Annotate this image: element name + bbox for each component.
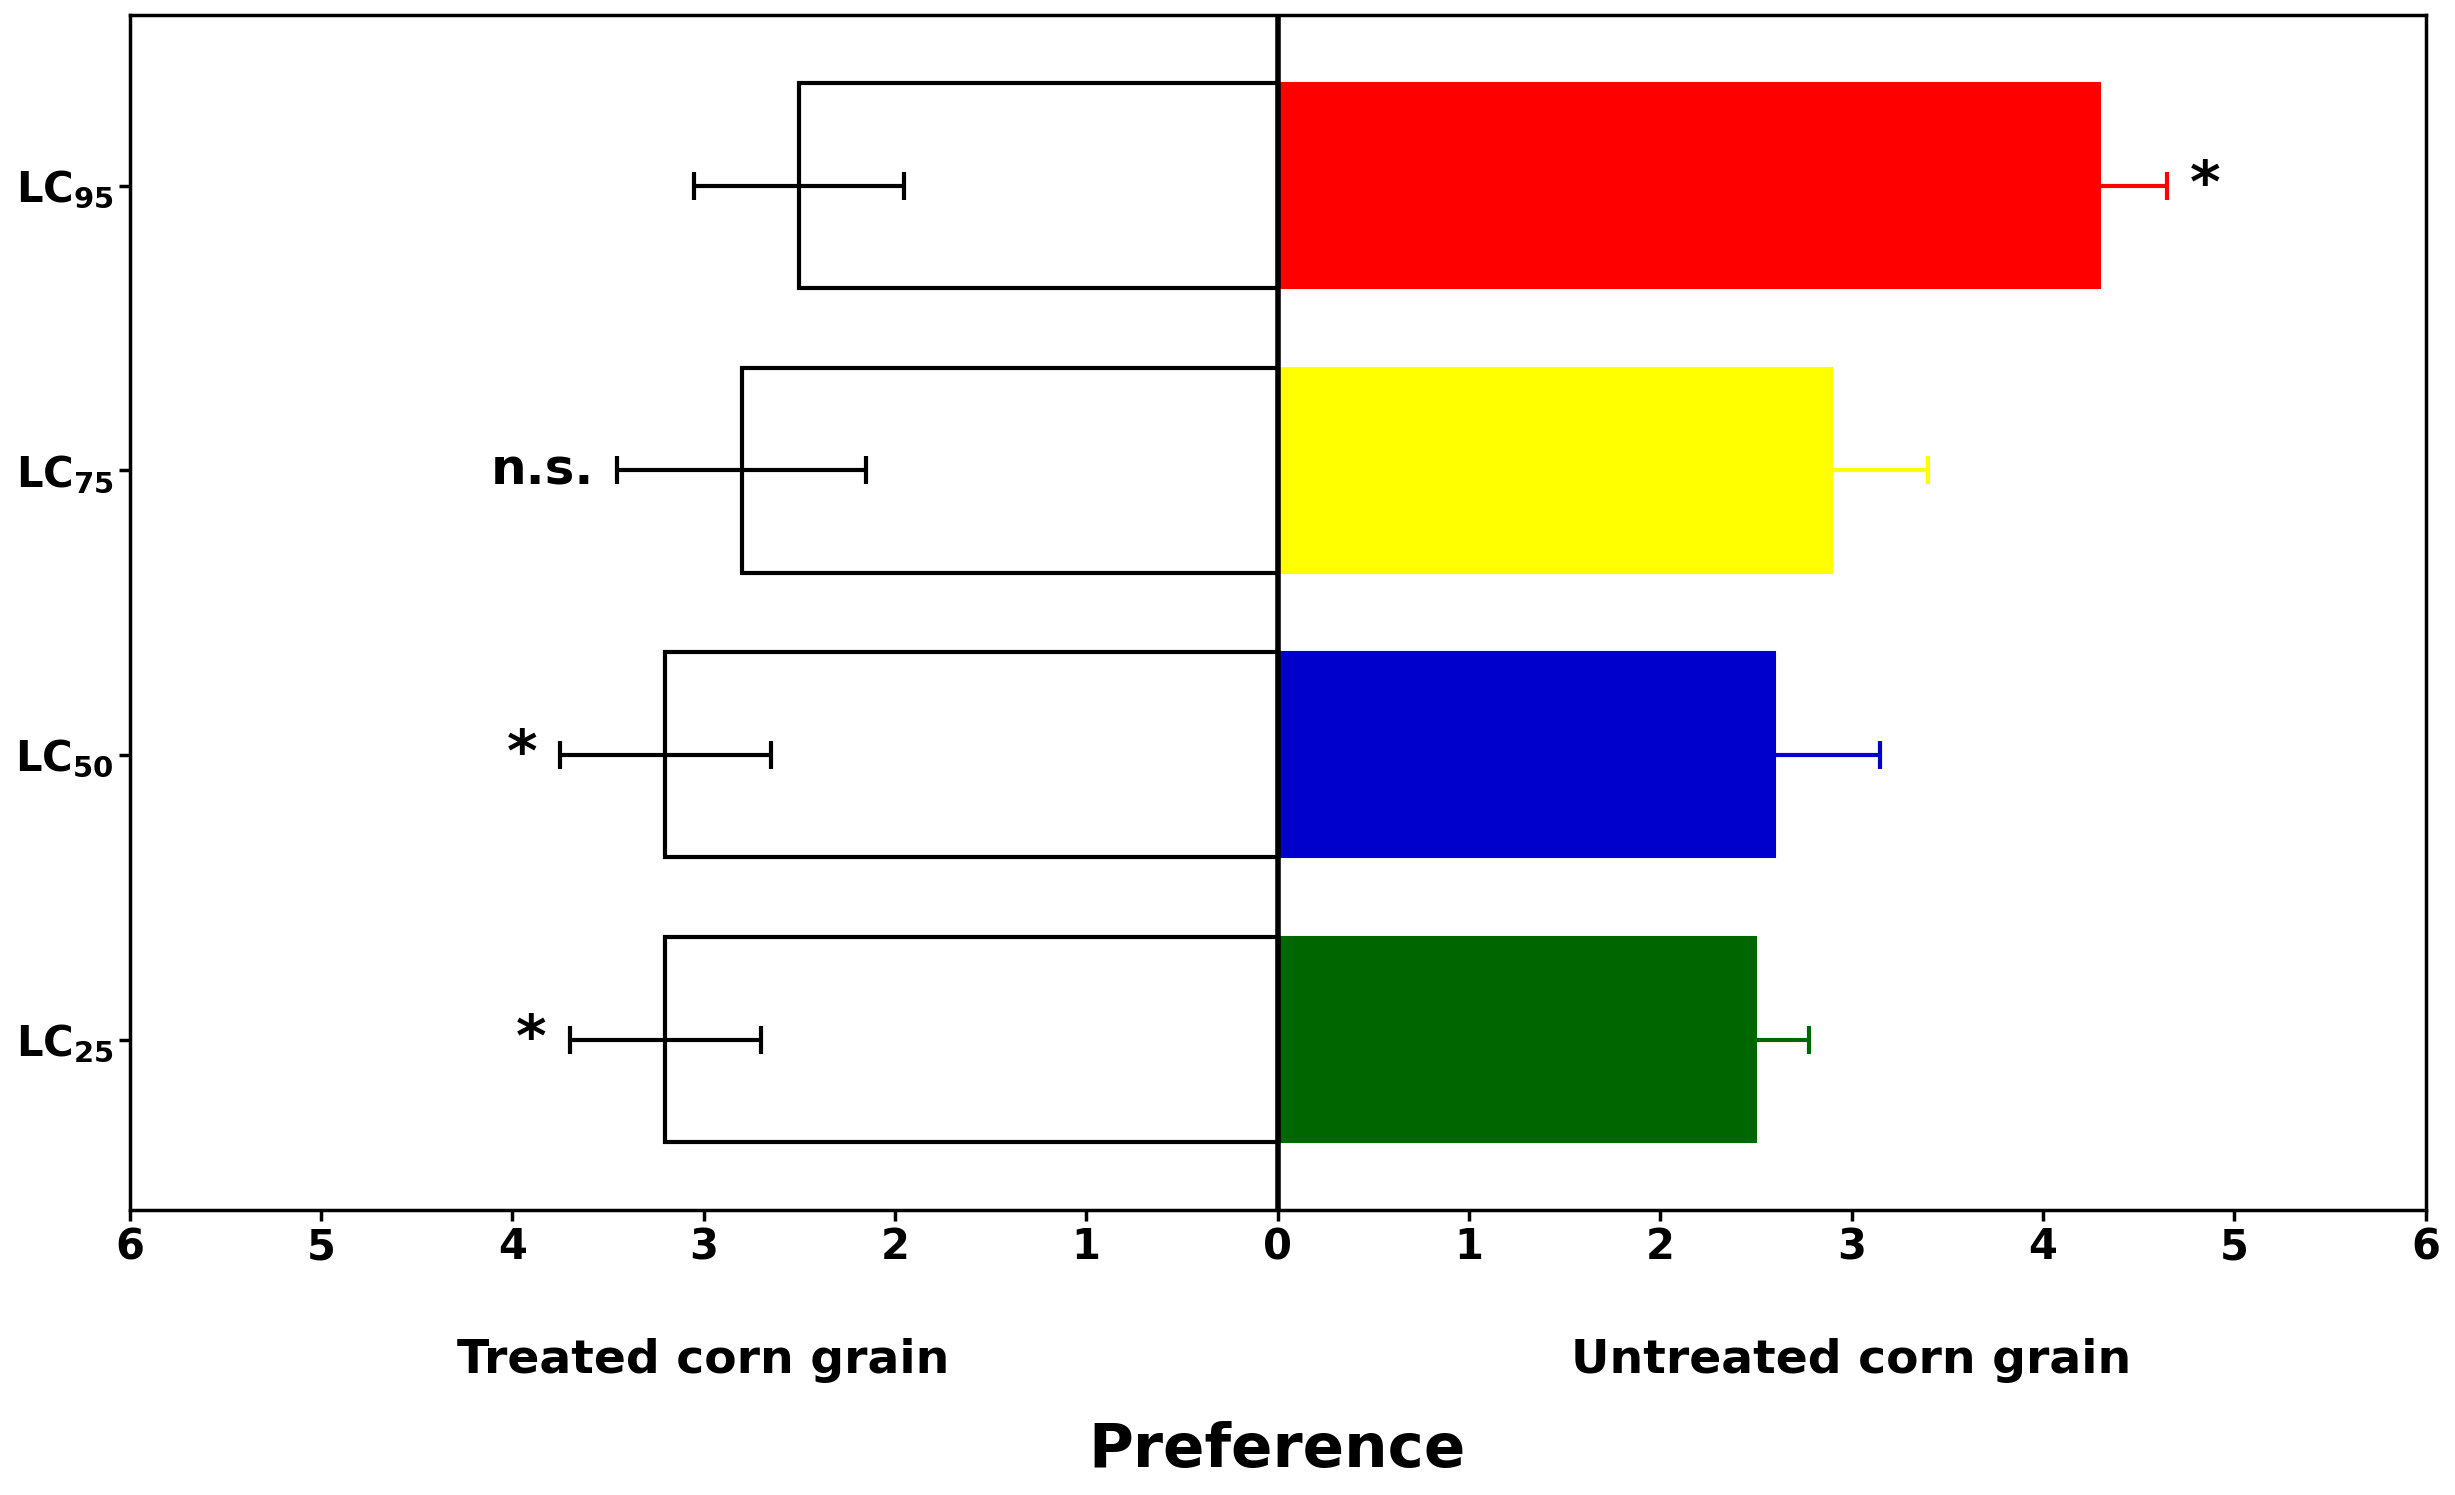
Bar — [665, 652, 1277, 857]
Text: Treated corn grain: Treated corn grain — [457, 1338, 950, 1383]
Bar — [1277, 84, 2099, 289]
Text: Untreated corn grain: Untreated corn grain — [1571, 1338, 2131, 1383]
Text: *: * — [2190, 157, 2222, 214]
Text: n.s.: n.s. — [491, 447, 594, 495]
Bar — [1277, 652, 1775, 857]
Text: *: * — [506, 727, 538, 783]
Bar — [741, 368, 1277, 573]
Bar — [665, 937, 1277, 1142]
Bar — [1277, 937, 1755, 1142]
Bar — [1277, 368, 1831, 573]
X-axis label: Preference: Preference — [1090, 1422, 1466, 1480]
Text: *: * — [516, 1011, 547, 1067]
Bar — [800, 84, 1277, 289]
